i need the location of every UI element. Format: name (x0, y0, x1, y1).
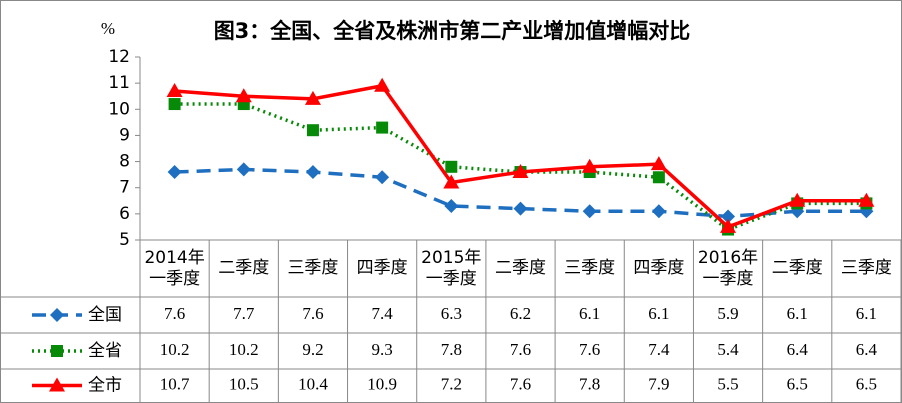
table-value: 7.2 (441, 374, 462, 393)
marker (582, 204, 597, 219)
marker (166, 82, 183, 97)
table-value: 7.4 (648, 340, 670, 359)
marker (720, 218, 737, 233)
marker (235, 88, 252, 103)
y-tick-label: 8 (119, 152, 130, 172)
marker (858, 192, 875, 207)
marker (51, 345, 63, 357)
marker (236, 162, 251, 177)
table-value: 10.5 (229, 374, 259, 393)
x-tick-label: 2015年 一季度 (421, 247, 482, 289)
series-line (174, 167, 867, 219)
marker (581, 158, 598, 173)
marker (167, 165, 182, 180)
marker (50, 308, 64, 322)
table-value: 10.7 (160, 374, 190, 393)
table-value: 7.9 (648, 374, 669, 393)
y-tick-label: 7 (119, 178, 130, 198)
table-value: 7.8 (579, 374, 600, 393)
marker (49, 377, 65, 392)
y-tick-label: 6 (119, 204, 130, 224)
x-tick-label: 四季度 (633, 258, 685, 278)
table-value: 6.2 (510, 304, 531, 323)
table-value: 6.4 (787, 340, 809, 359)
marker (443, 174, 460, 189)
marker (651, 204, 666, 219)
chart-title: 图3：全国、全省及株洲市第二产业增加值增幅对比 (214, 19, 691, 43)
table-value: 6.1 (579, 304, 600, 323)
y-tick-label: 11 (108, 73, 130, 93)
table-value: 9.2 (302, 340, 323, 359)
x-tick-label: 四季度 (356, 258, 408, 278)
marker (444, 199, 459, 214)
table-value: 7.4 (372, 304, 394, 323)
table-value: 6.1 (856, 304, 877, 323)
table-value: 6.4 (856, 340, 878, 359)
x-tick-label: 三季度 (564, 258, 616, 278)
marker (512, 164, 529, 179)
table-value: 10.4 (298, 374, 328, 393)
table-value: 6.5 (787, 374, 808, 393)
marker (513, 201, 528, 216)
table-value: 6.5 (856, 374, 877, 393)
table-value: 7.7 (233, 304, 255, 323)
x-tick-label: 三季度 (840, 258, 892, 278)
table-value: 6.1 (648, 304, 669, 323)
table-value: 5.4 (717, 340, 739, 359)
marker (650, 156, 667, 171)
marker (306, 124, 319, 137)
marker (305, 165, 320, 180)
table-value: 7.6 (164, 304, 185, 323)
legend-label: 全省 (88, 341, 122, 361)
legend-label: 全市 (88, 376, 122, 396)
table-value: 9.3 (372, 340, 393, 359)
marker (789, 192, 806, 207)
x-tick-label: 二季度 (494, 258, 546, 278)
table-value: 6.3 (441, 304, 462, 323)
table-value: 7.8 (441, 340, 462, 359)
table-value: 7.6 (579, 340, 600, 359)
table-value: 5.5 (717, 374, 738, 393)
y-axis-label: % (101, 19, 115, 38)
y-tick-label: 9 (119, 125, 130, 145)
y-tick-label: 5 (119, 230, 130, 250)
marker (168, 98, 181, 111)
marker (376, 121, 389, 134)
table-value: 7.6 (302, 304, 323, 323)
marker (652, 171, 665, 184)
table-value: 10.9 (367, 374, 397, 393)
marker (304, 90, 321, 105)
table-value: 10.2 (229, 340, 259, 359)
table-value: 7.6 (510, 340, 531, 359)
y-tick-label: 10 (108, 99, 130, 119)
table-value: 6.1 (787, 304, 808, 323)
x-tick-label: 2016年 一季度 (697, 247, 759, 289)
marker (721, 209, 736, 224)
x-tick-label: 二季度 (771, 258, 823, 278)
x-tick-label: 二季度 (218, 258, 270, 278)
y-tick-label: 12 (108, 47, 130, 67)
table-value: 7.6 (510, 374, 531, 393)
table-value: 10.2 (160, 340, 190, 359)
table-value: 5.9 (717, 304, 738, 323)
marker (445, 160, 458, 173)
marker (374, 77, 391, 92)
marker (375, 170, 390, 185)
x-tick-label: 2014年 一季度 (144, 247, 205, 289)
legend-label: 全国 (88, 305, 122, 325)
x-tick-label: 三季度 (287, 258, 339, 278)
